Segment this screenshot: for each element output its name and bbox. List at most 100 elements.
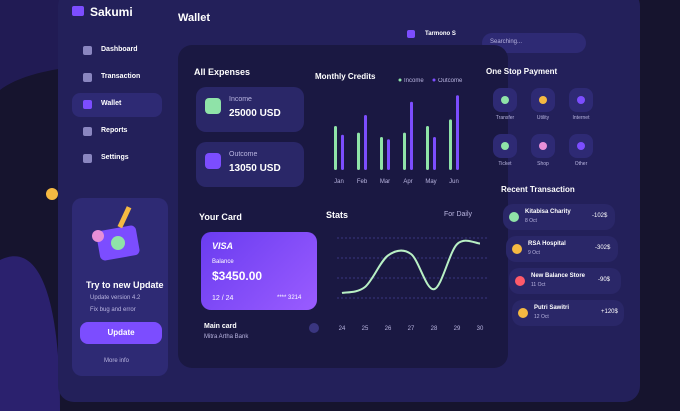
update-button[interactable]: Update — [80, 322, 162, 344]
card-bank: Mitra Artha Bank — [204, 334, 249, 340]
stats-line — [341, 239, 481, 294]
transaction-icon — [512, 244, 522, 254]
brand: Sakumi — [90, 5, 133, 19]
notification-icon[interactable] — [407, 30, 415, 38]
income-label: Income — [229, 96, 252, 103]
outcome-label: Outcome — [229, 151, 258, 158]
section-title: Your Card — [199, 212, 242, 222]
transaction-name: Putri Sawitri — [534, 305, 570, 311]
x-tick-label: May — [425, 179, 436, 185]
legend-label: Outcome — [438, 78, 463, 84]
legend-swatch — [432, 78, 436, 82]
bar — [334, 126, 337, 170]
x-tick-label: Jun — [449, 179, 459, 185]
menu-icon — [83, 46, 92, 55]
section-title: Stats — [326, 210, 349, 220]
x-tick-label: 26 — [385, 326, 392, 332]
transaction-row[interactable] — [509, 268, 621, 294]
bar — [364, 115, 367, 170]
bar — [341, 134, 344, 170]
menu-icon — [83, 73, 92, 82]
monthly-credits-chart: Income Outcome Jan Feb Mar Apr May Jun — [334, 78, 463, 185]
transaction-row[interactable] — [503, 204, 615, 230]
balance-value: $3450.00 — [212, 269, 263, 283]
visa-card[interactable]: VISA Balance $3450.00 12 / 24 **** 3214 — [201, 232, 317, 310]
menu-item[interactable]: Reports — [101, 127, 128, 134]
chart-title: Monthly Credits — [315, 72, 376, 81]
payment-icon — [539, 142, 547, 150]
transaction-row[interactable] — [512, 300, 624, 326]
menu-item[interactable]: Wallet — [101, 100, 122, 107]
bar — [449, 119, 452, 170]
user-name[interactable]: Tarmono S — [425, 31, 456, 37]
outcome-value: 13050 USD — [229, 163, 281, 174]
x-tick-label: Apr — [403, 179, 412, 185]
income-value: 25000 USD — [229, 108, 281, 119]
bar — [380, 137, 383, 170]
blob — [0, 256, 60, 411]
transaction-icon — [518, 308, 528, 318]
period-select[interactable]: For Daily — [444, 211, 473, 218]
payment-icon — [501, 142, 509, 150]
payment-label: Utility — [536, 115, 550, 121]
payment-label: Transfer — [495, 115, 515, 121]
section-title: One Stop Payment — [486, 67, 558, 76]
payment-icon — [539, 96, 547, 104]
transaction-amount: -90$ — [598, 277, 611, 283]
card-number: **** 3214 — [277, 295, 302, 301]
update-illustration — [92, 206, 140, 261]
page-title: Wallet — [178, 12, 210, 24]
outcome-icon — [205, 153, 221, 169]
transaction-date: 12 Oct — [534, 314, 549, 320]
update-title: Try to new Update — [86, 280, 164, 290]
bar — [456, 95, 459, 170]
update-card: Try to new Update Update version 4.2 Fix… — [72, 198, 168, 376]
x-tick-label: 27 — [408, 326, 415, 332]
x-tick-label: Feb — [357, 179, 368, 185]
search-placeholder[interactable]: Searching... — [490, 39, 523, 45]
bar — [410, 101, 413, 170]
payment-icon — [577, 142, 585, 150]
bar — [357, 132, 360, 170]
menu-icon — [83, 127, 92, 136]
payment-icon — [501, 96, 509, 104]
payment-label: Shop — [537, 161, 549, 167]
transaction-amount: +120$ — [601, 309, 618, 315]
bar — [426, 126, 429, 170]
x-tick-label: 25 — [362, 326, 369, 332]
update-item: Update version 4.2 — [90, 295, 141, 301]
balance-label: Balance — [212, 259, 234, 265]
menu-icon — [83, 100, 92, 109]
x-tick-label: 30 — [477, 326, 484, 332]
menu-item[interactable]: Transaction — [101, 73, 141, 80]
legend-swatch — [398, 78, 402, 82]
next-card[interactable] — [309, 323, 319, 333]
menu-item[interactable]: Settings — [101, 154, 129, 161]
payment-label: Internet — [572, 115, 590, 121]
more-info[interactable]: More info — [104, 358, 130, 364]
transaction-name: RSA Hospital — [528, 241, 566, 247]
outcome-card: Outcome 13050 USD — [196, 142, 304, 187]
x-tick-label: Jan — [334, 179, 344, 185]
card-name: Main card — [204, 323, 237, 330]
payment-label: Other — [574, 161, 588, 167]
menu-item[interactable]: Dashboard — [101, 46, 138, 53]
transaction-amount: -102$ — [592, 213, 608, 219]
bar — [433, 137, 436, 170]
payment-label: Ticket — [498, 161, 512, 167]
transaction-date: 8 Oct — [525, 218, 537, 224]
stats-chart: 24 25 26 27 28 29 30 — [337, 237, 487, 332]
bar — [403, 132, 406, 170]
x-tick-label: Mar — [380, 179, 390, 185]
card-expiry: 12 / 24 — [212, 295, 234, 302]
transaction-row[interactable] — [506, 236, 618, 262]
section-title: All Expenses — [194, 67, 251, 77]
legend-label: Income — [404, 78, 424, 84]
dot — [46, 188, 58, 200]
payment-icon — [577, 96, 585, 104]
bar — [387, 139, 390, 170]
search-box[interactable]: Searching... — [482, 33, 586, 53]
transaction-date: 11 Oct — [531, 282, 546, 288]
update-item: Fix bug and error — [90, 307, 136, 313]
